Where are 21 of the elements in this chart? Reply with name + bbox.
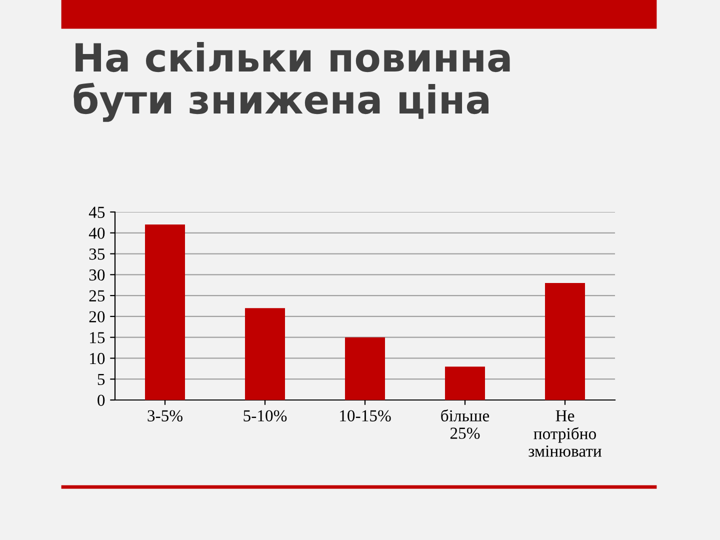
y-tick-label: 10: [90, 352, 105, 364]
bar: [145, 224, 185, 400]
bar: [545, 283, 585, 400]
x-tick-label: 5-10%: [244, 410, 287, 422]
y-tick-label: 20: [89, 311, 105, 322]
y-tick-label: 0: [98, 394, 105, 406]
x-tick-label: Не потрібно змінювати: [528, 410, 602, 457]
y-tick-label: 45: [88, 206, 105, 218]
y-tick-label: 40: [88, 228, 105, 239]
x-tick-label: 3-5%: [148, 410, 182, 422]
bar: [445, 366, 485, 400]
y-tick-label: 35: [89, 248, 105, 260]
chart-title: На скільки повинна бути знижена ціна: [74, 42, 510, 122]
bar: [245, 308, 285, 400]
bar: [345, 337, 385, 400]
y-tick-label: 30: [89, 269, 105, 281]
y-tick-label: 15: [90, 332, 105, 344]
x-tick-label: більше 25%: [441, 409, 490, 439]
x-tick-label: 10-15%: [340, 410, 391, 422]
y-tick-label: 25: [89, 290, 105, 302]
y-tick-label: 5: [98, 374, 105, 386]
